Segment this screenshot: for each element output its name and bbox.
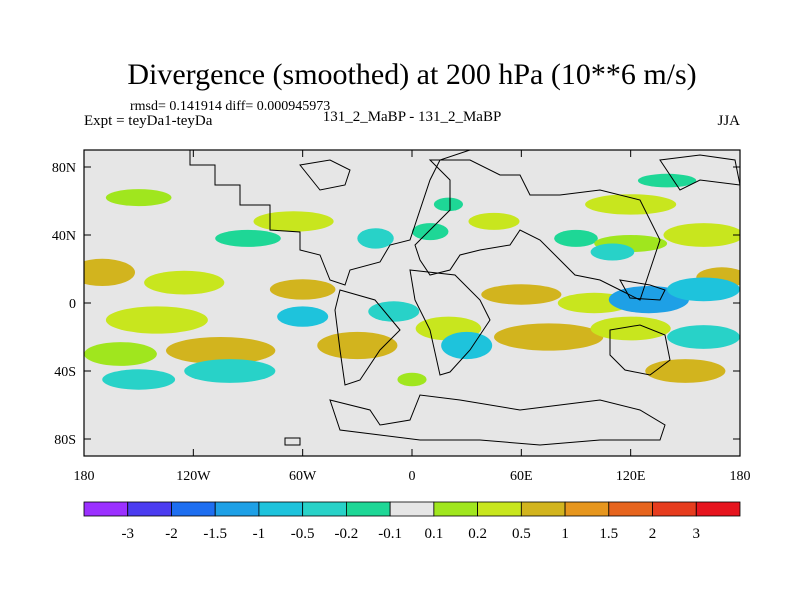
experiment-label: Expt = teyDa1-teyDa [84,113,213,129]
x-tick-label: 180 [730,469,751,484]
x-tick-label: 180 [74,469,95,484]
case-label: 131_2_MaBP - 131_2_MaBP [323,109,502,125]
coastlines [189,150,740,446]
colorbar-label: 2 [649,526,657,542]
contour-blob [215,229,281,247]
contour-blob [667,277,740,302]
colorbar-swatch [258,501,304,517]
contour-blob [433,197,464,212]
colorbar-label: 0.2 [468,526,487,542]
contour-blob [397,372,427,387]
contour-blob [144,270,225,295]
colorbar-swatch [652,501,697,517]
contour-blob [105,306,208,334]
colorbar-swatch [214,501,260,517]
contour-blob [105,189,172,207]
contour-blob [466,260,504,278]
contour-blob [368,301,420,322]
contour-blob [269,279,336,300]
contour-blob [590,243,635,261]
colorbar-label: -0.2 [335,526,359,542]
contour-blob [412,223,449,241]
colorbar-swatch [389,501,435,517]
colorbar-swatch [433,501,479,517]
contour-blob [667,325,740,349]
colorbar-swatch [83,501,129,517]
contour-blob [468,212,520,230]
contour-blob [494,323,604,351]
chart-title: Divergence (smoothed) at 200 hPa (10**6 … [127,58,696,91]
contour-blob [317,331,398,360]
colorbar-label: -0.5 [291,526,315,542]
colorbar-label: 1.5 [599,526,618,542]
colorbar-label: -1 [253,526,266,542]
x-tick-label: 120E [616,469,646,484]
contour-blob [481,284,562,305]
contour-blob [637,173,697,188]
colorbar-label: 0.1 [424,526,443,542]
colorbar-label: -3 [121,526,134,542]
y-tick-label: 40N [52,229,76,244]
contour-blob [184,359,276,383]
contour-blob [145,243,205,261]
stats-label: rmsd= 0.141914 diff= 0.000945973 [130,99,330,114]
colorbar-label: 3 [693,526,701,542]
colorbar-swatch [695,501,741,517]
x-tick-label: 0 [409,469,416,484]
colorbar-label: -1.5 [203,526,227,542]
y-tick-label: 80N [52,161,76,176]
contour-blob [84,342,157,366]
colorbar-swatch [608,501,653,517]
season-label: JJA [717,113,740,129]
colorbar-label: 1 [561,526,569,542]
contour-blob [663,223,740,247]
contour-blob [357,228,394,249]
contour-blob [645,359,726,383]
x-tick-label: 60E [510,469,533,484]
contour-blob [166,337,276,365]
contour-fills [84,173,740,390]
contour-blob [554,229,598,247]
contour-blob [277,306,329,327]
colorbar-swatch [564,501,610,517]
colorbar-swatch [520,501,566,517]
contour-blob [441,331,493,360]
colorbar-swatch [127,501,172,517]
y-tick-label: 0 [69,297,76,312]
colorbar-swatch [477,501,522,517]
x-tick-label: 60W [289,469,317,484]
y-tick-label: 40S [54,365,76,380]
y-tick-label: 80S [54,433,76,448]
colorbar-label: -2 [165,526,178,542]
contour-blob [102,369,176,390]
contour-blob [585,194,677,215]
contour-blob [590,316,671,341]
colorbar-swatch [302,501,347,517]
colorbar-swatch [171,501,216,517]
colorbar-swatch [345,501,391,517]
colorbar-label: 0.5 [512,526,531,542]
colorbar-label: -0.1 [378,526,402,542]
contour-blob [84,258,136,286]
x-tick-label: 120W [176,469,211,484]
axes: 180 120W 60W 0 60E 120E 180 80N 40N 0 40S 80S [52,150,751,484]
contour-blob [253,211,334,232]
colorbar: -3 -2 -1.5 -1 -0.5 -0.2 -0.1 0.1 0.2 0.5 1 1.5 2 3 [83,501,741,542]
